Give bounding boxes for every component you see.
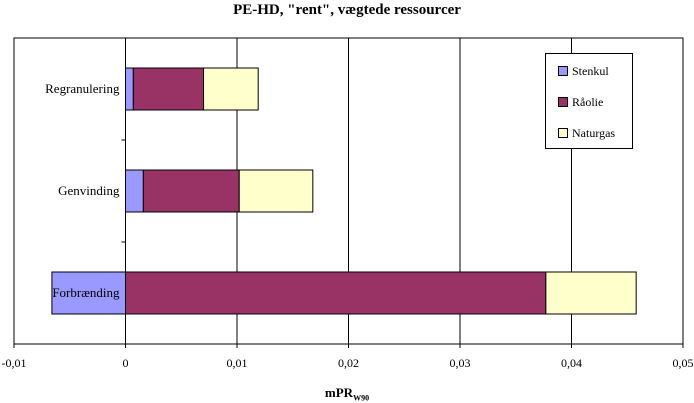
x-axis-label-text: mPR — [324, 385, 354, 400]
legend-swatch-raolie — [558, 97, 568, 107]
legend-item-stenkul: Stenkul — [558, 64, 609, 79]
x-tick-label: 0,04 — [561, 356, 582, 370]
bar-segment-stenkul-0 — [125, 67, 134, 111]
x-tick-label: 0,05 — [673, 356, 694, 370]
bar-segment-rolie-0 — [132, 67, 205, 111]
legend-label-stenkul: Stenkul — [572, 64, 609, 78]
legend: Stenkul Råolie Naturgas — [545, 53, 633, 149]
legend-item-naturgas: Naturgas — [558, 126, 615, 141]
legend-item-raolie: Råolie — [558, 95, 603, 110]
bar-segment-naturgas-0 — [203, 67, 259, 111]
x-axis-label: mPRW90 — [0, 385, 694, 403]
x-tick-label: 0,03 — [450, 356, 471, 370]
category-label: Regranulering — [45, 81, 120, 96]
legend-label-naturgas: Naturgas — [572, 126, 616, 140]
bar-segment-naturgas-1 — [238, 169, 314, 213]
category-label: Genvinding — [58, 183, 120, 198]
x-tick-label: 0,02 — [338, 356, 359, 370]
bar-segment-rolie-1 — [142, 169, 240, 213]
x-tick-label: 0 — [123, 356, 129, 370]
legend-swatch-naturgas — [558, 128, 568, 138]
x-tick-label: 0,01 — [227, 356, 248, 370]
category-label: Forbrænding — [52, 285, 120, 300]
bar-segment-rolie-2 — [125, 271, 547, 315]
chart-title: PE-HD, "rent", vægtede ressourcer — [233, 2, 461, 18]
legend-label-raolie: Råolie — [572, 95, 604, 109]
bar-segment-naturgas-2 — [545, 271, 637, 315]
x-tick-label: -0,01 — [2, 356, 27, 370]
legend-swatch-stenkul — [558, 66, 568, 76]
x-axis-label-subscript: W90 — [353, 393, 370, 403]
bar-segment-stenkul-1 — [125, 169, 144, 213]
